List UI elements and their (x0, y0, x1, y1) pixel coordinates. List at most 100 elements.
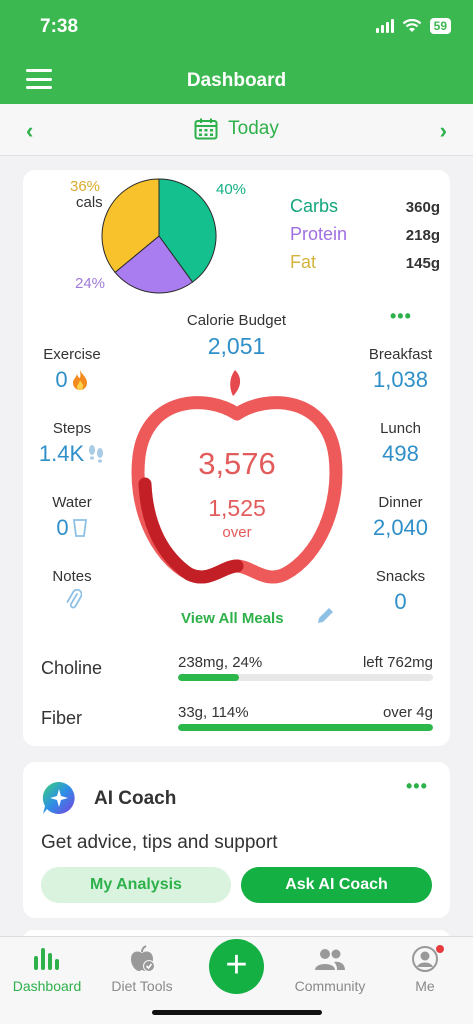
macro-row-protein: Protein 218g (290, 224, 440, 252)
exercise-label: Exercise (43, 346, 101, 363)
edit-pencil-icon[interactable] (315, 606, 335, 626)
apple-check-icon (131, 945, 155, 972)
notification-dot (436, 945, 444, 953)
tab-label: Me (415, 978, 435, 994)
date-selector: ‹ Today › (0, 104, 473, 156)
nutrient-progress-fill (178, 674, 240, 681)
nutrient-remaining: left 762mg (362, 654, 433, 671)
pie-label-fat: 36% (70, 178, 101, 195)
pie-slice-fat (101, 178, 160, 274)
tab-me[interactable]: Me (380, 945, 470, 994)
more-options-icon[interactable]: ••• (390, 306, 412, 326)
pie-slice-protein (114, 235, 194, 294)
pie-label-protein: 24% (75, 275, 106, 292)
exercise-stat[interactable]: Exercise 0 (31, 346, 113, 393)
tab-label: Community (294, 978, 366, 994)
previous-day-chevron-icon[interactable]: ‹ (26, 118, 34, 143)
lunch-stat[interactable]: Lunch 498 (353, 420, 448, 467)
page-title: Dashboard (186, 70, 287, 91)
snacks-label: Snacks (375, 568, 426, 585)
bar-chart-icon (34, 948, 59, 970)
notes-label: Notes (52, 568, 92, 585)
paperclip-icon (66, 589, 82, 609)
macro-value: 360g (405, 199, 440, 216)
ask-ai-coach-button[interactable]: Ask AI Coach (241, 867, 432, 903)
ai-coach-more-icon[interactable]: ••• (406, 776, 428, 796)
add-entry-button[interactable]: + (209, 939, 264, 994)
calories-consumed: 3,576 (198, 446, 276, 481)
breakfast-label: Breakfast (368, 346, 433, 363)
calories-over-label: over (222, 524, 252, 541)
signal-icon (375, 19, 394, 33)
nutrient-amount: 238mg, 24% (178, 654, 263, 671)
snacks-value: 0 (394, 589, 407, 614)
macro-value: 218g (405, 227, 440, 244)
nutrient-progress-bar (178, 674, 433, 681)
apple-leaf-icon (230, 370, 241, 396)
macro-value: 145g (405, 255, 440, 272)
footsteps-icon (89, 445, 104, 463)
calorie-apple-progress[interactable] (127, 366, 347, 596)
dashboard-summary-card: 36% cals 40% 24% Carbs 360g Protein 218g… (23, 170, 450, 746)
wifi-icon (402, 19, 421, 32)
calories-over-value: 1,525 (208, 495, 266, 521)
next-day-chevron-icon[interactable]: › (439, 118, 447, 143)
flame-icon (72, 370, 87, 390)
steps-value: 1.4K (38, 441, 85, 466)
battery-icon: 59 (429, 18, 451, 34)
profile-icon (412, 946, 438, 972)
steps-stat[interactable]: Steps 1.4K (31, 420, 113, 467)
ai-coach-description: Get advice, tips and support (41, 832, 278, 853)
steps-label: Steps (52, 420, 92, 437)
status-time: 7:38 (40, 16, 79, 37)
nutrient-progress-fill (178, 724, 433, 731)
ai-coach-sparkle-icon (42, 781, 75, 814)
calorie-budget[interactable]: Calorie Budget 2,051 (163, 312, 310, 360)
tab-diet-tools[interactable]: Diet Tools (97, 945, 187, 994)
macro-list: Carbs 360g Protein 218g Fat 145g (290, 196, 440, 280)
macro-pie-chart[interactable] (101, 178, 217, 294)
macro-name: Carbs (290, 196, 339, 216)
nutrient-row-fiber[interactable]: Fiber 33g, 114% over 4g (41, 704, 433, 736)
calorie-budget-label: Calorie Budget (186, 312, 287, 329)
ai-coach-card: AI Coach ••• Get advice, tips and suppor… (23, 762, 450, 918)
people-icon (315, 949, 345, 970)
my-analysis-button[interactable]: My Analysis (41, 867, 231, 903)
nutrient-progress-bar (178, 724, 433, 731)
tab-community[interactable]: Community (285, 945, 375, 994)
macro-row-carbs: Carbs 360g (290, 196, 440, 224)
macro-row-fat: Fat 145g (290, 252, 440, 280)
tab-label: Diet Tools (111, 978, 173, 994)
dinner-value: 2,040 (372, 515, 429, 540)
breakfast-stat[interactable]: Breakfast 1,038 (353, 346, 448, 393)
nutrient-row-choline[interactable]: Choline 238mg, 24% left 762mg (41, 654, 433, 686)
pie-label-carbs: 40% (216, 181, 247, 198)
exercise-value: 0 (55, 367, 68, 392)
dinner-stat[interactable]: Dinner 2,040 (353, 494, 448, 541)
status-bar: 7:38 59 (0, 0, 473, 56)
notes-stat[interactable]: Notes (31, 568, 113, 611)
dinner-label: Dinner (378, 494, 423, 511)
snacks-stat[interactable]: Snacks 0 (353, 568, 448, 615)
view-all-meals-link[interactable]: View All Meals (181, 610, 284, 627)
date-button[interactable]: Today (0, 118, 473, 140)
date-label: Today (228, 118, 279, 139)
home-indicator (152, 1010, 322, 1015)
nutrient-amount: 33g, 114% (178, 704, 249, 721)
hamburger-menu-icon[interactable] (26, 69, 52, 89)
tab-dashboard[interactable]: Dashboard (2, 945, 92, 994)
macro-name: Fat (290, 252, 317, 272)
ai-coach-title: AI Coach (94, 788, 177, 809)
status-icons: 59 (375, 18, 451, 34)
tab-label: Dashboard (12, 978, 82, 994)
pie-slice-carbs (158, 178, 217, 283)
water-value: 0 (56, 515, 69, 540)
pie-label-cals: cals (76, 194, 103, 211)
macro-name: Protein (290, 224, 348, 244)
water-stat[interactable]: Water 0 (31, 494, 113, 541)
nutrient-remaining: over 4g (382, 704, 433, 721)
water-glass-icon (72, 519, 87, 537)
nutrient-name: Fiber (41, 708, 83, 728)
nutrient-name: Choline (41, 658, 103, 678)
lunch-label: Lunch (380, 420, 421, 437)
